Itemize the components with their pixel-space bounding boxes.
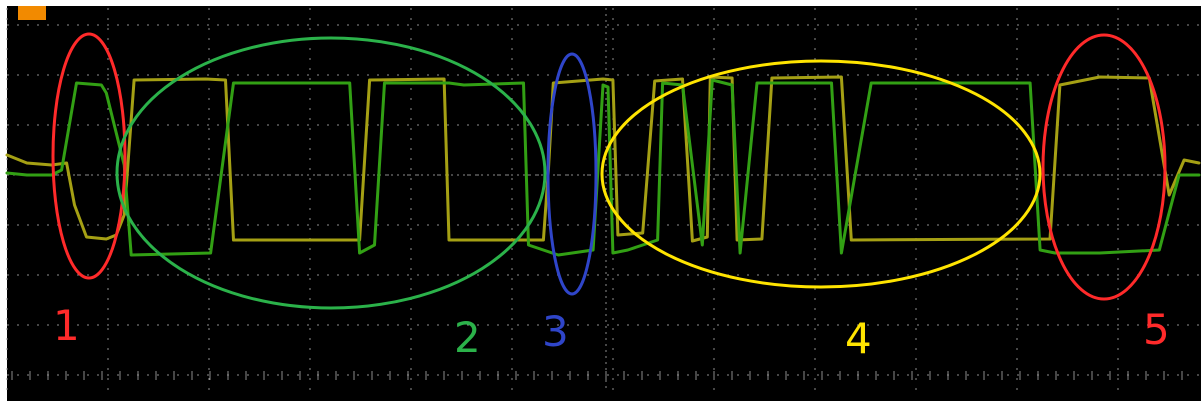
annotation-ellipse-2 bbox=[115, 36, 547, 310]
trigger-marker bbox=[18, 6, 46, 20]
annotation-label-5: 5 bbox=[1143, 305, 1170, 354]
annotation-ellipse-1 bbox=[51, 32, 127, 280]
left-border bbox=[0, 0, 7, 409]
annotation-label-2: 2 bbox=[454, 313, 481, 362]
annotation-label-1: 1 bbox=[53, 301, 80, 350]
annotation-ellipse-3 bbox=[546, 52, 598, 296]
annotation-label-4: 4 bbox=[845, 314, 872, 363]
top-border bbox=[0, 0, 1201, 6]
annotation-label-layer: 1 2 3 4 5 bbox=[53, 301, 1170, 363]
bottom-border bbox=[0, 401, 1201, 409]
annotation-ellipse-5 bbox=[1041, 33, 1167, 301]
annotation-layer bbox=[51, 32, 1167, 310]
annotation-label-3: 3 bbox=[542, 307, 569, 356]
annotation-ellipse-4 bbox=[600, 59, 1042, 289]
trace-yellow bbox=[5, 75, 1201, 243]
